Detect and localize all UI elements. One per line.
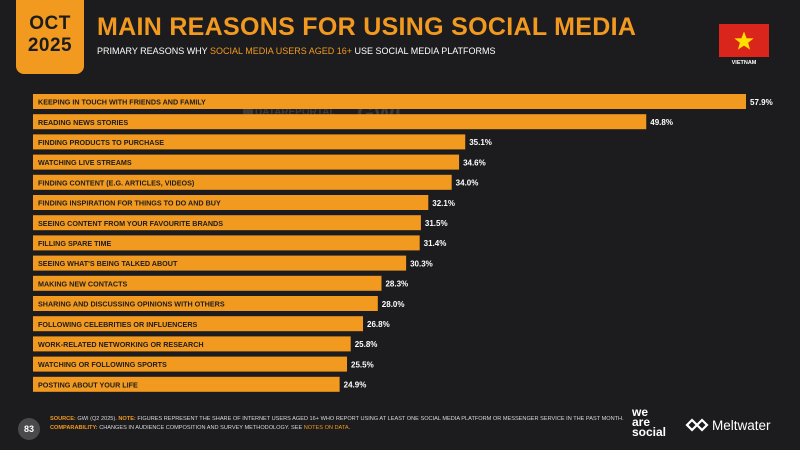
subtitle-pre: PRIMARY REASONS WHY: [97, 46, 211, 56]
source-text: GWI (Q2 2025).: [75, 416, 119, 422]
value-label-1: 57.9%: [750, 98, 773, 107]
category-label-6: FINDING INSPIRATION FOR THINGS TO DO AND…: [38, 199, 221, 208]
note-text: FIGURES REPRESENT THE SHARE OF INTERNET …: [135, 416, 624, 422]
date-month: OCT: [29, 13, 71, 34]
category-label-12: FOLLOWING CELEBRITIES OR INFLUENCERS: [38, 320, 198, 329]
value-label-12: 26.8%: [367, 320, 390, 329]
category-label-8: FILLING SPARE TIME: [38, 239, 112, 248]
value-label-6: 32.1%: [432, 199, 455, 208]
bar-13: [33, 336, 351, 352]
subtitle-post: USE SOCIAL MEDIA PLATFORMS: [352, 46, 496, 56]
source-line-1: SOURCE: GWI (Q2 2025). NOTE: FIGURES REP…: [50, 415, 624, 424]
category-label-11: SHARING AND DISCUSSING OPINIONS WITH OTH…: [38, 300, 225, 309]
value-label-4: 34.6%: [463, 158, 486, 167]
vietnam-flag-icon: [719, 24, 769, 57]
value-label-9: 30.3%: [410, 259, 433, 268]
value-label-11: 28.0%: [382, 300, 405, 309]
page-number: 83: [18, 418, 40, 440]
was-line-1: we: [632, 405, 649, 419]
comparability-key: COMPARABILITY:: [50, 424, 98, 431]
bar-8: [33, 235, 420, 251]
bar-6: [33, 195, 429, 210]
value-label-7: 31.5%: [425, 219, 448, 228]
page-subtitle: PRIMARY REASONS WHY SOCIAL MEDIA USERS A…: [97, 46, 496, 56]
category-label-10: MAKING NEW CONTACTS: [38, 279, 128, 288]
value-label-3: 35.1%: [469, 138, 492, 147]
bar-9: [33, 255, 407, 271]
page-title: MAIN REASONS FOR USING SOCIAL MEDIA: [97, 13, 637, 41]
category-label-1: KEEPING IN TOUCH WITH FRIENDS AND FAMILY: [38, 98, 206, 107]
note-key: NOTE:: [118, 416, 136, 422]
bar-12: [33, 316, 364, 332]
date-badge: OCT 2025: [16, 0, 84, 74]
source-line-2: COMPARABILITY: CHANGES IN AUDIENCE COMPO…: [50, 424, 624, 433]
bar-15: [33, 376, 340, 392]
watermark-datareportal: DATAREPORTAL: [255, 107, 336, 118]
datareportal-logo-icon: [243, 107, 253, 117]
bar-1: [33, 94, 746, 109]
category-label-4: WATCHING LIVE STREAMS: [38, 158, 132, 167]
notes-on-data-link[interactable]: NOTES ON DATA: [303, 424, 349, 431]
category-label-13: WORK-RELATED NETWORKING OR RESEARCH: [38, 340, 204, 349]
value-label-13: 25.8%: [355, 340, 378, 349]
subtitle-highlight: SOCIAL MEDIA USERS AGED 16+: [210, 46, 353, 56]
value-label-15: 24.9%: [344, 381, 367, 390]
meltwater-text: Meltwater: [712, 418, 771, 434]
value-label-5: 34.0%: [456, 179, 479, 188]
date-year: 2025: [27, 35, 73, 56]
value-label-8: 31.4%: [424, 239, 447, 248]
country-label: VIETNAM: [731, 60, 757, 66]
value-label-14: 25.5%: [351, 360, 374, 369]
was-line-3: social: [632, 425, 667, 439]
bar-10: [33, 275, 382, 291]
value-label-10: 28.3%: [385, 280, 408, 289]
we-are-social-logo: we are social: [632, 405, 682, 439]
comparability-text: CHANGES IN AUDIENCE COMPOSITION AND SURV…: [97, 424, 304, 431]
bar-11: [33, 296, 378, 311]
category-label-5: FINDING CONTENT (E.G. ARTICLES, VIDEOS): [38, 178, 195, 187]
category-label-14: WATCHING OR FOLLOWING SPORTS: [38, 360, 167, 369]
bar-7: [33, 215, 421, 231]
bar-5: [33, 174, 452, 190]
was-line-2: are: [632, 415, 651, 429]
bar-4: [33, 154, 460, 170]
meltwater-logo: Meltwater: [685, 418, 771, 435]
bar-3: [33, 134, 466, 150]
value-label-2: 49.8%: [650, 118, 673, 127]
bar-14: [33, 356, 348, 372]
category-label-2: READING NEWS STORIES: [38, 118, 128, 127]
category-label-15: POSTING ABOUT YOUR LIFE: [38, 380, 138, 389]
category-label-3: FINDING PRODUCTS TO PURCHASE: [38, 138, 164, 147]
comparability-end: .: [348, 424, 351, 431]
category-label-9: SEEING WHAT'S BEING TALKED ABOUT: [38, 259, 178, 268]
source-key: SOURCE:: [50, 416, 76, 422]
source-note: SOURCE: GWI (Q2 2025). NOTE: FIGURES REP…: [50, 415, 624, 432]
bar-2: [33, 114, 647, 130]
category-label-7: SEEING CONTENT FROM YOUR FAVOURITE BRAND…: [38, 219, 223, 228]
meltwater-icon: [685, 418, 709, 435]
